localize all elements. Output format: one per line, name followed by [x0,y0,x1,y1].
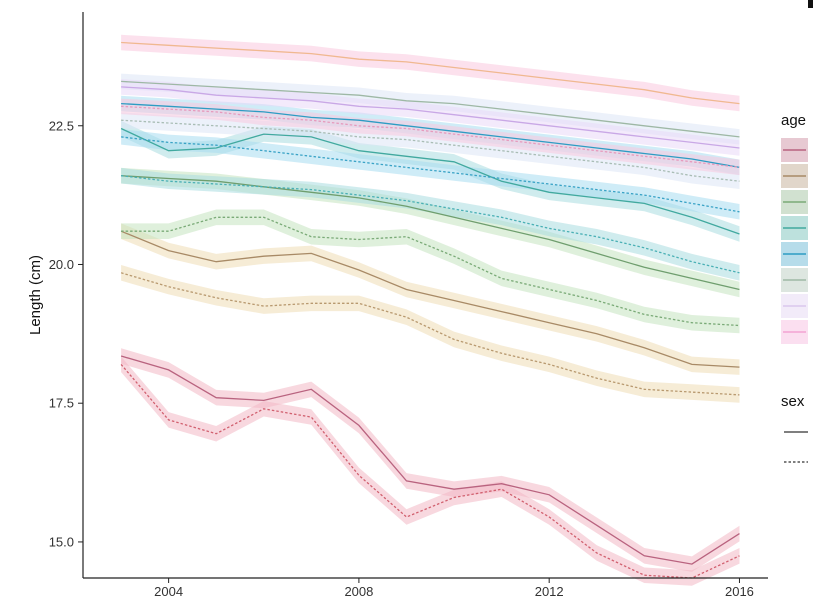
line-age5-solid [121,102,740,169]
top-right-mark [808,0,813,8]
legend-title-age: age [781,112,806,129]
band-age2-dotted [121,265,740,403]
x-tick-label: 2016 [725,584,754,599]
line-age3-dotted [121,216,740,327]
y-tick-label: 22.5 [49,118,74,133]
line-age6-dotted [121,119,740,182]
line-age4-dotted [121,175,740,274]
line-age2-solid [120,230,740,368]
line-age4-solid [120,127,740,235]
age-legend-key [781,268,808,292]
y-tick-label: 20.0 [49,257,74,272]
y-ticks: 15.0 17.5 20.0 22.5 [49,118,83,549]
y-tick-label: 17.5 [49,396,74,411]
y-tick-label: 15.0 [49,534,74,549]
line-age8-dotted [121,105,740,169]
x-ticks: 2004 2008 2012 2016 [154,578,754,599]
x-tick-label: 2008 [344,584,373,599]
x-tick-label: 2012 [535,584,564,599]
age-legend-key [781,242,808,266]
age-legend-key [781,216,808,240]
line-age7-solid [121,86,740,149]
x-tick-label: 2004 [154,584,183,599]
age-legend-key [781,294,808,318]
band-age2-solid [121,223,740,375]
age-legend-key [781,164,808,188]
age-legend-key [781,320,808,344]
axes: 15.0 17.5 20.0 22.5 2004 2008 2012 2016 Length… [27,12,768,599]
sex-legend-keys [784,431,808,463]
legend-title-sex: sex [781,393,805,410]
line-age6-solid [121,80,740,138]
band-age1-dotted [121,356,740,586]
line-age1-dotted [120,363,740,579]
line-age2-dotted [120,272,740,396]
line-age1-solid [120,355,740,565]
line-age8-solid [121,41,740,105]
line-age5-dotted [121,136,740,213]
line-age3-solid [121,175,740,291]
legend: age sex [781,112,808,463]
age-legend-key [781,190,808,214]
band-age8-solid [121,34,740,112]
confidence-bands [121,34,740,586]
series-lines [120,41,740,579]
age-legend-keys [781,138,808,344]
y-axis-title: Length (cm) [27,255,44,335]
band-age6-dotted [121,112,740,189]
age-legend-key [781,138,808,162]
band-age3-dotted [121,209,740,334]
